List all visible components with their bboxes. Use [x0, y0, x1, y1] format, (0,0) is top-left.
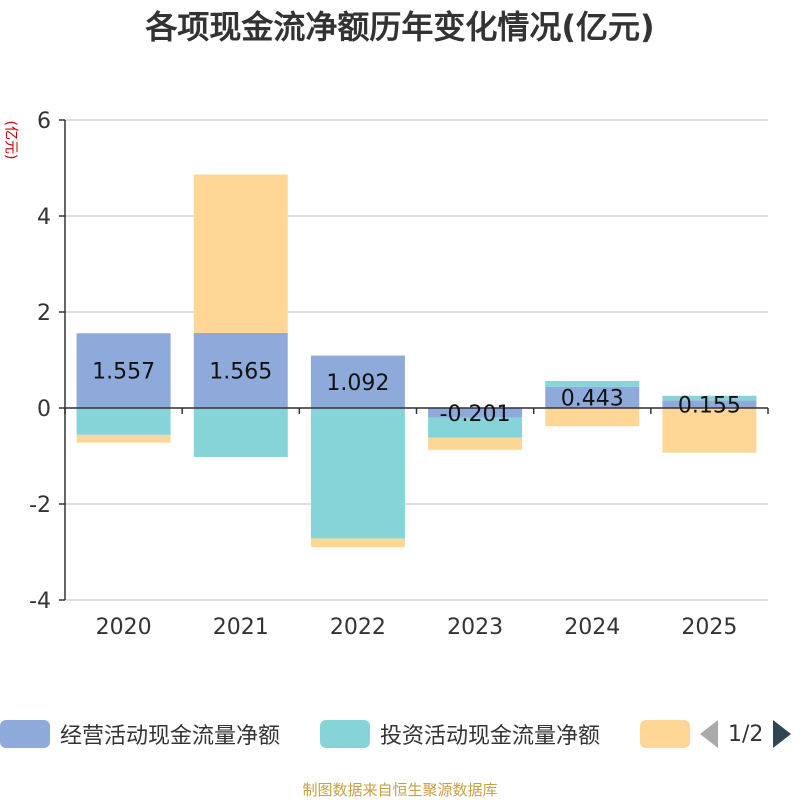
legend-item-investing[interactable]: 投资活动现金流量净额	[320, 716, 600, 752]
bar-2021-series-0	[193, 332, 288, 408]
y-tick-label: 2	[37, 301, 51, 326]
legend-pager: 1/2	[700, 716, 792, 752]
y-tick-label: -4	[29, 589, 51, 614]
x-tick-label-2021: 2021	[213, 615, 269, 640]
legend-swatch-investing	[320, 720, 370, 748]
data-label-2025: 0.155	[678, 393, 741, 418]
legend-page-indicator: 1/2	[728, 721, 764, 747]
legend-label-operating: 经营活动现金流量净额	[60, 724, 281, 749]
x-tick-label-2022: 2022	[330, 615, 386, 640]
legend-prev-icon[interactable]	[700, 720, 718, 748]
bar-2023-series-0	[428, 408, 523, 418]
legend-swatch-operating	[0, 720, 50, 748]
data-label-2023: -0.201	[440, 402, 511, 427]
legend-item-operating[interactable]: 经营活动现金流量净额	[0, 716, 280, 752]
data-label-2020: 1.557	[92, 360, 155, 385]
x-tick-label-2020: 2020	[96, 615, 152, 640]
legend-item-third[interactable]	[640, 716, 700, 752]
bars	[76, 174, 757, 548]
data-label-2022: 1.092	[326, 371, 389, 396]
data-label-2021: 1.565	[209, 359, 272, 384]
legend: 经营活动现金流量净额 投资活动现金流量净额 1/2	[0, 716, 800, 752]
bar-2021-series-1	[193, 408, 288, 457]
bar-2022-series-0	[310, 355, 405, 408]
x-tick-label-2025: 2025	[681, 615, 737, 640]
bar-2020-series-2	[76, 434, 171, 443]
bar-2024-series-0	[545, 386, 640, 408]
bar-2025-series-0	[662, 400, 757, 408]
y-tick-label: -2	[29, 493, 51, 518]
bar-2022-series-2	[310, 538, 405, 548]
data-label-2024: 0.443	[561, 386, 624, 411]
y-tick-label: 0	[37, 397, 51, 422]
legend-swatch-third	[640, 720, 690, 748]
data-labels: 1.557 1.565 1.092 -0.201 0.443 0.155	[92, 359, 741, 426]
bar-2020-series-0	[76, 333, 171, 408]
bar-2024-series-2	[545, 408, 640, 427]
y-tick-label: 6	[37, 109, 51, 134]
bar-2024-series-1	[545, 380, 640, 387]
legend-label-investing: 投资活动现金流量净额	[380, 724, 601, 749]
chart-title: 各项现金流净额历年变化情况(亿元)	[145, 8, 655, 46]
bar-2021-series-2	[193, 174, 288, 333]
axes: -4 -2 0 2 4 6 2020 2021 2022 2023 2024 2025	[29, 109, 769, 640]
bar-2022-series-1	[310, 408, 405, 539]
legend-next-icon[interactable]	[773, 720, 792, 748]
bar-2025-series-2	[662, 408, 757, 453]
x-tick-label-2024: 2024	[564, 615, 620, 640]
bar-2020-series-1	[76, 408, 171, 435]
bar-2025-series-1	[662, 395, 757, 401]
bar-2023-series-2	[428, 437, 523, 450]
data-source-note: 制图数据来自恒生聚源数据库	[302, 781, 498, 799]
y-tick-label: 4	[37, 205, 51, 230]
bar-2023-series-1	[428, 417, 523, 438]
x-tick-label-2023: 2023	[447, 615, 503, 640]
